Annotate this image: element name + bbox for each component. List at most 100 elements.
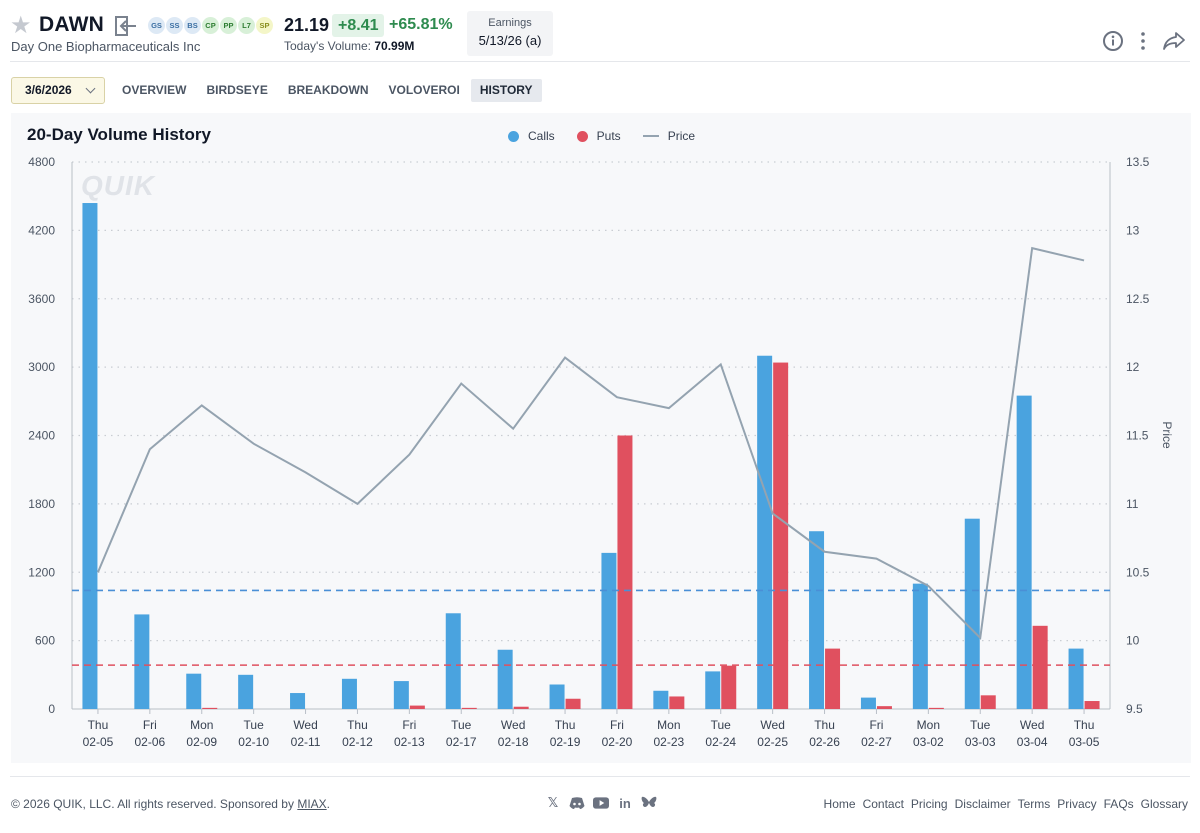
- earnings-box: Earnings 5/13/26 (a): [467, 11, 553, 56]
- calls-bar[interactable]: [1016, 395, 1032, 709]
- footer-link-faqs[interactable]: FAQs: [1103, 797, 1134, 811]
- x-tick-date: 02-05: [83, 735, 114, 749]
- puts-bar[interactable]: [773, 362, 789, 709]
- info-icon[interactable]: [1102, 30, 1124, 52]
- x-tick-date: 02-12: [342, 735, 373, 749]
- calls-bar[interactable]: [757, 355, 773, 709]
- puts-bar[interactable]: [565, 698, 581, 709]
- footer-link-privacy[interactable]: Privacy: [1057, 797, 1097, 811]
- sponsor-link[interactable]: MIAX: [297, 797, 327, 811]
- date-picker[interactable]: 3/6/2026: [11, 77, 105, 104]
- puts-bar[interactable]: [1084, 701, 1100, 709]
- share-icon[interactable]: [1162, 30, 1186, 52]
- footer-link-contact[interactable]: Contact: [862, 797, 904, 811]
- x-tick-date: 02-27: [861, 735, 892, 749]
- footer-link-pricing[interactable]: Pricing: [910, 797, 948, 811]
- legend-swatch: [508, 130, 519, 142]
- calls-bar[interactable]: [860, 697, 876, 709]
- calls-bar[interactable]: [290, 693, 306, 709]
- badge-pp[interactable]: PP: [220, 17, 237, 34]
- tab-voloveroi[interactable]: VOLOVEROI: [388, 83, 460, 97]
- x-tick-day: Fri: [143, 718, 157, 732]
- copyright-period: .: [326, 797, 331, 811]
- footer-link-home[interactable]: Home: [823, 797, 856, 811]
- footer-link-terms[interactable]: Terms: [1017, 797, 1051, 811]
- tab-history[interactable]: HISTORY: [470, 79, 542, 102]
- todays-volume: Today's Volume: 70.99M: [284, 39, 414, 53]
- x-icon[interactable]: 𝕏: [547, 795, 559, 810]
- calls-bar[interactable]: [445, 613, 461, 709]
- badge-ss[interactable]: SS: [166, 17, 183, 34]
- discord-icon[interactable]: [569, 795, 585, 811]
- puts-bar[interactable]: [461, 707, 477, 709]
- tab-birdseye[interactable]: BIRDSEYE: [206, 83, 268, 97]
- tab-overview[interactable]: OVERVIEW: [122, 83, 187, 97]
- badge-sp[interactable]: SP: [256, 17, 273, 34]
- x-tick-day: Thu: [814, 718, 835, 732]
- badge-gs[interactable]: GS: [148, 17, 165, 34]
- calls-bar[interactable]: [82, 203, 98, 709]
- y2-tick-label: 10: [1126, 634, 1140, 648]
- calls-bar[interactable]: [393, 681, 409, 709]
- puts-bar[interactable]: [980, 695, 996, 709]
- calls-bar[interactable]: [134, 614, 150, 709]
- bluesky-icon[interactable]: [641, 795, 657, 811]
- header-divider: [10, 61, 1190, 62]
- puts-bar[interactable]: [876, 706, 892, 709]
- legend-puts[interactable]: Puts: [576, 129, 621, 143]
- tab-breakdown[interactable]: BREAKDOWN: [287, 83, 369, 97]
- y2-tick-label: 11: [1126, 497, 1139, 511]
- calls-bar[interactable]: [912, 583, 928, 709]
- puts-bar[interactable]: [721, 665, 737, 709]
- x-tick-day: Thu: [1074, 718, 1095, 732]
- footer-link-disclaimer[interactable]: Disclaimer: [954, 797, 1011, 811]
- calls-bar[interactable]: [653, 690, 669, 709]
- x-tick-date: 03-03: [965, 735, 996, 749]
- badge-l7[interactable]: L7: [238, 17, 255, 34]
- x-tick-day: Mon: [657, 718, 680, 732]
- y-tick-label: 4800: [28, 155, 55, 169]
- puts-bar[interactable]: [617, 435, 633, 710]
- x-tick-day: Thu: [88, 718, 109, 732]
- x-tick-date: 03-02: [913, 735, 944, 749]
- x-tick-day: Fri: [402, 718, 416, 732]
- calls-bar[interactable]: [497, 649, 513, 709]
- calls-bar[interactable]: [238, 674, 254, 709]
- legend-label: Puts: [596, 129, 621, 143]
- puts-bar[interactable]: [825, 648, 841, 709]
- y-tick-label: 600: [35, 634, 55, 648]
- more-icon[interactable]: [1138, 30, 1148, 52]
- y-tick-label: 4200: [28, 223, 55, 237]
- calls-bar[interactable]: [186, 673, 202, 709]
- footer-links: Home Contact Pricing Disclaimer Terms Privacy…: [824, 797, 1188, 811]
- star-icon[interactable]: ★: [10, 12, 32, 39]
- price-line[interactable]: [97, 246, 1085, 641]
- calls-bar[interactable]: [705, 671, 721, 709]
- y2-tick-label: 9.5: [1126, 702, 1143, 716]
- puts-bar[interactable]: [928, 707, 944, 709]
- exit-icon[interactable]: [114, 15, 138, 37]
- calls-bar[interactable]: [964, 518, 980, 709]
- last-price: 21.19: [284, 15, 330, 35]
- puts-bar[interactable]: [513, 706, 529, 709]
- badge-cp[interactable]: CP: [202, 17, 219, 34]
- calls-bar[interactable]: [549, 684, 565, 709]
- x-tick-day: Mon: [917, 718, 940, 732]
- linkedin-icon[interactable]: in: [619, 795, 631, 811]
- calls-bar[interactable]: [1068, 648, 1084, 709]
- puts-bar[interactable]: [409, 705, 425, 709]
- calls-bar[interactable]: [341, 678, 357, 709]
- puts-bar[interactable]: [669, 696, 685, 709]
- legend-calls[interactable]: Calls: [508, 129, 555, 143]
- calls-bar[interactable]: [601, 552, 617, 709]
- footer-link-glossary[interactable]: Glossary: [1140, 797, 1188, 811]
- legend-price[interactable]: Price: [642, 129, 695, 143]
- puts-bar[interactable]: [1032, 625, 1048, 709]
- earnings-date: 5/13/26 (a): [478, 33, 542, 48]
- puts-bar[interactable]: [202, 707, 218, 709]
- calls-bar[interactable]: [809, 531, 825, 709]
- legend-label: Calls: [528, 129, 555, 143]
- badge-bs[interactable]: BS: [184, 17, 201, 34]
- youtube-icon[interactable]: [593, 795, 609, 811]
